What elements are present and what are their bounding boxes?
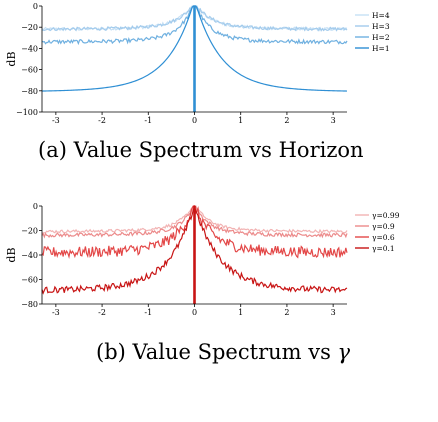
legend-label-2: γ=0.6: [372, 233, 395, 242]
legend-label-3: H=1: [372, 44, 390, 53]
legend-label-1: γ=0.9: [372, 222, 395, 231]
y-tick-label: 0: [33, 2, 38, 11]
y-tick-label: −20: [21, 23, 38, 32]
x-tick-label: -2: [98, 116, 106, 125]
y-tick-label: −60: [21, 276, 38, 285]
y-tick-label: −60: [21, 66, 38, 75]
x-tick-label: 2: [284, 308, 289, 317]
legend-label-0: H=4: [372, 11, 390, 20]
caption-a: (a) Value Spectrum vs Horizon: [38, 138, 364, 162]
y-tick-label: −100: [16, 108, 38, 117]
x-tick-label: -1: [144, 308, 152, 317]
x-tick-label: -2: [98, 308, 106, 317]
legend-label-3: γ=0.1: [372, 244, 395, 253]
x-tick-label: 2: [284, 116, 289, 125]
caption-b-symbol: γ: [337, 340, 351, 364]
x-tick-label: -1: [144, 116, 152, 125]
x-tick-label: 3: [331, 116, 336, 125]
x-tick-label: -3: [52, 116, 60, 125]
y-tick-label: 0: [33, 202, 38, 211]
x-tick-label: 0: [192, 308, 197, 317]
caption-b: (b) Value Spectrum vs γ: [96, 340, 350, 364]
y-tick-label: −40: [21, 44, 38, 53]
y-tick-label: −80: [21, 87, 38, 96]
caption-b-text: (b) Value Spectrum vs: [96, 340, 338, 364]
x-tick-label: 1: [238, 308, 243, 317]
x-tick-label: 1: [238, 116, 243, 125]
chart-panel-a: 0 −20 −40 −60 −80 −100 -3 -2 -1 0 1 2 3 dB H=4 H=3 H=2 H=…: [5, 2, 390, 125]
x-tick-label: -3: [52, 308, 60, 317]
legend-label-1: H=3: [372, 22, 390, 31]
legend-label-2: H=2: [372, 33, 390, 42]
y-axis-label: dB: [5, 51, 18, 66]
x-tick-label: 3: [331, 308, 336, 317]
y-tick-label: −20: [21, 227, 38, 236]
x-tick-label: 0: [192, 116, 197, 125]
y-axis-label: dB: [5, 247, 18, 262]
legend-label-0: γ=0.99: [372, 211, 400, 220]
y-tick-label: −40: [21, 251, 38, 260]
chart-panel-b: 0 −20 −40 −60 −80 -3 -2 -1 0 1 2 3 dB γ=0.99 γ=0.9 γ=0.…: [5, 202, 400, 317]
y-tick-label: −80: [21, 300, 38, 309]
